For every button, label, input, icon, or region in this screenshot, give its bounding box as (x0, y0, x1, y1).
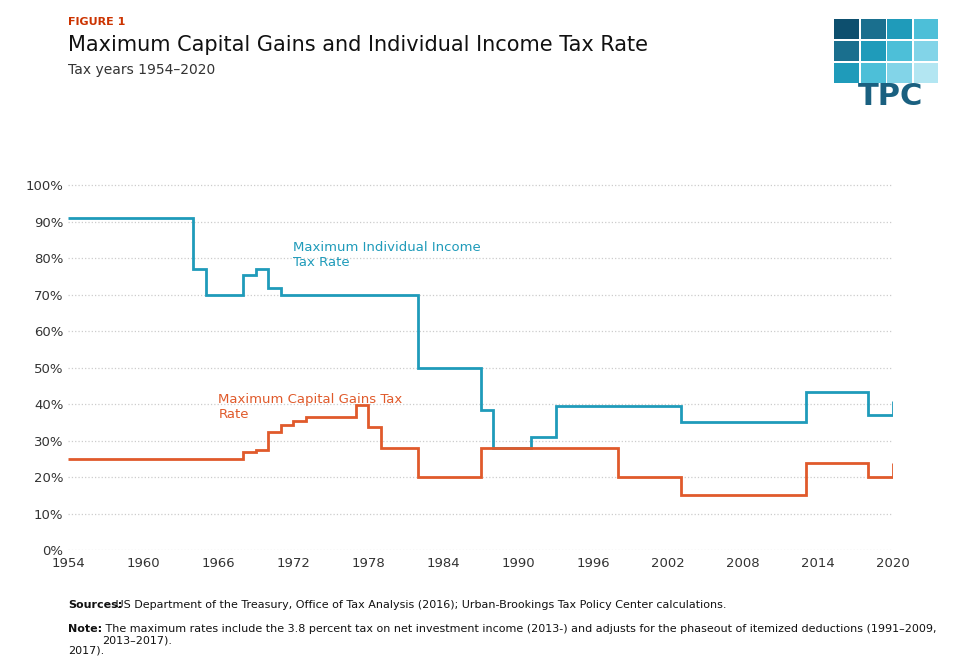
Text: FIGURE 1: FIGURE 1 (68, 17, 126, 27)
FancyBboxPatch shape (914, 19, 938, 39)
FancyBboxPatch shape (861, 63, 885, 83)
Text: Maximum Capital Gains and Individual Income Tax Rate: Maximum Capital Gains and Individual Inc… (68, 35, 648, 55)
FancyBboxPatch shape (887, 41, 912, 61)
FancyBboxPatch shape (887, 19, 912, 39)
Text: Maximum Capital Gains Tax
Rate: Maximum Capital Gains Tax Rate (219, 394, 402, 422)
FancyBboxPatch shape (914, 41, 938, 61)
Text: The maximum rates include the 3.8 percent tax on net investment income (2013-) a: The maximum rates include the 3.8 percen… (102, 624, 937, 645)
FancyBboxPatch shape (834, 41, 859, 61)
FancyBboxPatch shape (914, 63, 938, 83)
Text: Note:: Note: (68, 624, 102, 634)
Text: TPC: TPC (858, 82, 923, 111)
Text: Maximum Individual Income
Tax Rate: Maximum Individual Income Tax Rate (293, 241, 481, 269)
FancyBboxPatch shape (834, 19, 859, 39)
Text: Sources:: Sources: (68, 600, 123, 610)
Text: Tax years 1954–2020: Tax years 1954–2020 (68, 63, 216, 77)
Text: 2017).: 2017). (68, 646, 104, 656)
FancyBboxPatch shape (861, 19, 885, 39)
Text: US Department of the Treasury, Office of Tax Analysis (2016); Urban-Brookings Ta: US Department of the Treasury, Office of… (112, 600, 727, 610)
FancyBboxPatch shape (887, 63, 912, 83)
FancyBboxPatch shape (834, 63, 859, 83)
FancyBboxPatch shape (861, 41, 885, 61)
